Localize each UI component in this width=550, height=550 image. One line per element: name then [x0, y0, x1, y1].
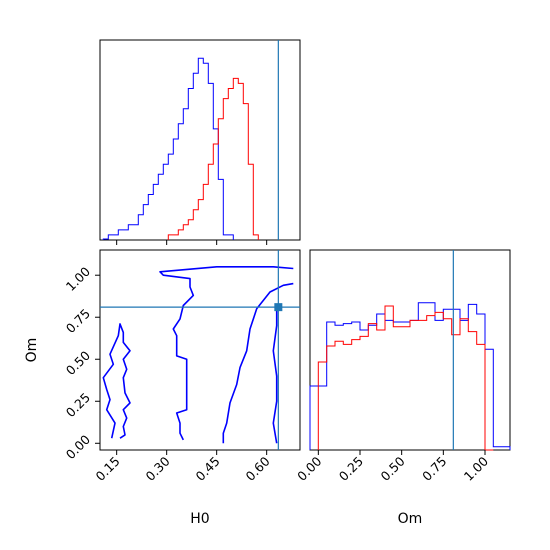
contour-x-tick-label: 0.60 [242, 453, 272, 483]
panel-hist-om: 0.00 0.25 0.50 0.75 1.00 [294, 249, 511, 484]
contour-y-tick-label: 0.25 [63, 390, 93, 420]
x-axis-label-h0: H0 [190, 511, 209, 527]
hist-om-series-2 [317, 305, 494, 451]
hist-h0-series [102, 57, 259, 240]
contour-y-tick-label: 0.75 [63, 306, 93, 336]
contour-y-tick-label: 0.00 [63, 432, 93, 462]
contour-frame [99, 249, 301, 451]
truth-marker [274, 303, 283, 312]
contour-line-4 [102, 323, 131, 439]
panel-hist-h0 [99, 39, 301, 245]
hist-h0-series-2 [167, 77, 259, 240]
contour-lines [102, 266, 294, 444]
hist-om-x-tick-label: 1.00 [461, 453, 491, 483]
hist-h0-frame [99, 39, 301, 241]
hist-om-x-tick-label: 0.00 [294, 453, 324, 483]
contour-y-tick-label: 1.00 [63, 264, 93, 294]
hist-h0-series-1 [102, 57, 234, 240]
contour-x-tick-label: 0.30 [142, 453, 172, 483]
hist-om-x-tick-label: 0.25 [336, 454, 366, 484]
hist-om-frame [309, 249, 511, 451]
contour-x-tick-label: 0.45 [192, 454, 222, 484]
hist-om-x-tick-label: 0.50 [377, 453, 407, 483]
hist-h0-x-ticks [116, 240, 268, 245]
contour-line-1 [159, 266, 294, 441]
hist-om-x-ticks: 0.00 0.25 0.50 0.75 1.00 [294, 450, 491, 484]
panel-contour: 0.15 0.30 0.45 0.60 0.00 0.25 0.50 0.75 1.00 [63, 249, 301, 484]
contour-line-2 [222, 282, 294, 444]
contour-x-tick-label: 0.15 [92, 454, 122, 484]
contour-y-tick-label: 0.50 [63, 348, 93, 378]
hist-om-series [309, 302, 511, 451]
hist-om-x-tick-label: 0.75 [419, 454, 449, 484]
contour-line-3 [272, 305, 278, 444]
x-axis-label-om: Om [398, 511, 423, 527]
y-axis-label-om: Om [24, 338, 40, 363]
contour-ticks: 0.15 0.30 0.45 0.60 0.00 0.25 0.50 0.75 1.00 [63, 264, 273, 484]
